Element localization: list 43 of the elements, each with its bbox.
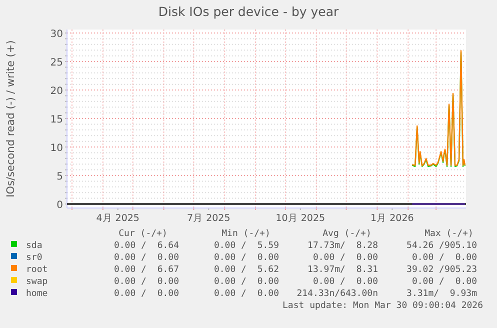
y-tick-label: 5 bbox=[56, 172, 63, 183]
legend-label: swap bbox=[26, 277, 48, 287]
text: Max (-/+) bbox=[424, 229, 474, 239]
text: 0.00 / 0.00 bbox=[114, 277, 179, 287]
x-tick-label: 10月 2025 bbox=[276, 213, 326, 224]
text: Last update: Mon Mar 30 09:00:04 2026 bbox=[282, 301, 483, 311]
text: 0.00 / 0.00 bbox=[214, 253, 279, 263]
y-tick-label: 0 bbox=[56, 200, 63, 212]
text: 0.00 / 0.00 bbox=[412, 253, 477, 263]
y-tick-label: 25 bbox=[50, 58, 63, 69]
text: 3.31m/ 9.93m bbox=[406, 289, 477, 299]
text: 0.00 / 0.00 bbox=[312, 277, 378, 287]
y-tick-label: 30 bbox=[50, 29, 63, 40]
text: 0.00 / 5.62 bbox=[214, 265, 279, 275]
text: 54.26 /905.10 bbox=[406, 241, 477, 251]
legend-label: sda bbox=[26, 241, 42, 251]
text: Min (-/+) bbox=[222, 229, 270, 239]
text: 0.00 / 0.00 bbox=[214, 289, 279, 299]
text: 0.00 / 0.00 bbox=[114, 253, 179, 263]
text: 13.97m/ 8.31 bbox=[308, 265, 378, 275]
text: 0.00 / 0.00 bbox=[312, 253, 378, 263]
text: 0.00 / 5.59 bbox=[214, 241, 279, 251]
x-tick-label: 4月 2025 bbox=[96, 213, 140, 224]
text: 39.02 /905.23 bbox=[406, 265, 477, 275]
y-tick-label: 10 bbox=[50, 143, 63, 154]
text: 0.00 / 0.00 bbox=[114, 289, 179, 299]
y-axis-title: IOs/second read (-) / write (+) bbox=[5, 40, 17, 198]
x-tick-label: 1月 2026 bbox=[370, 213, 414, 224]
legend-label: sr0 bbox=[26, 253, 42, 263]
y-tick-label: 15 bbox=[50, 114, 63, 126]
x-tick-label: 7月 2025 bbox=[187, 213, 230, 224]
text: 0.00 / 0.00 bbox=[214, 277, 279, 287]
chart-title: Disk IOs per device - by year bbox=[158, 4, 340, 19]
y-tick-label: 20 bbox=[50, 86, 63, 98]
text: 17.73m/ 8.28 bbox=[308, 241, 378, 251]
legend-label: root bbox=[26, 265, 48, 275]
text: 0.00 / 0.00 bbox=[412, 277, 477, 287]
text: 214.33n/643.00n bbox=[296, 289, 378, 299]
text: 0.00 / 6.64 bbox=[114, 241, 179, 251]
text: 0.00 / 6.67 bbox=[114, 265, 179, 275]
text: Avg (-/+) bbox=[322, 229, 372, 239]
text: Cur (-/+) bbox=[118, 229, 168, 239]
legend-label: home bbox=[26, 289, 48, 299]
